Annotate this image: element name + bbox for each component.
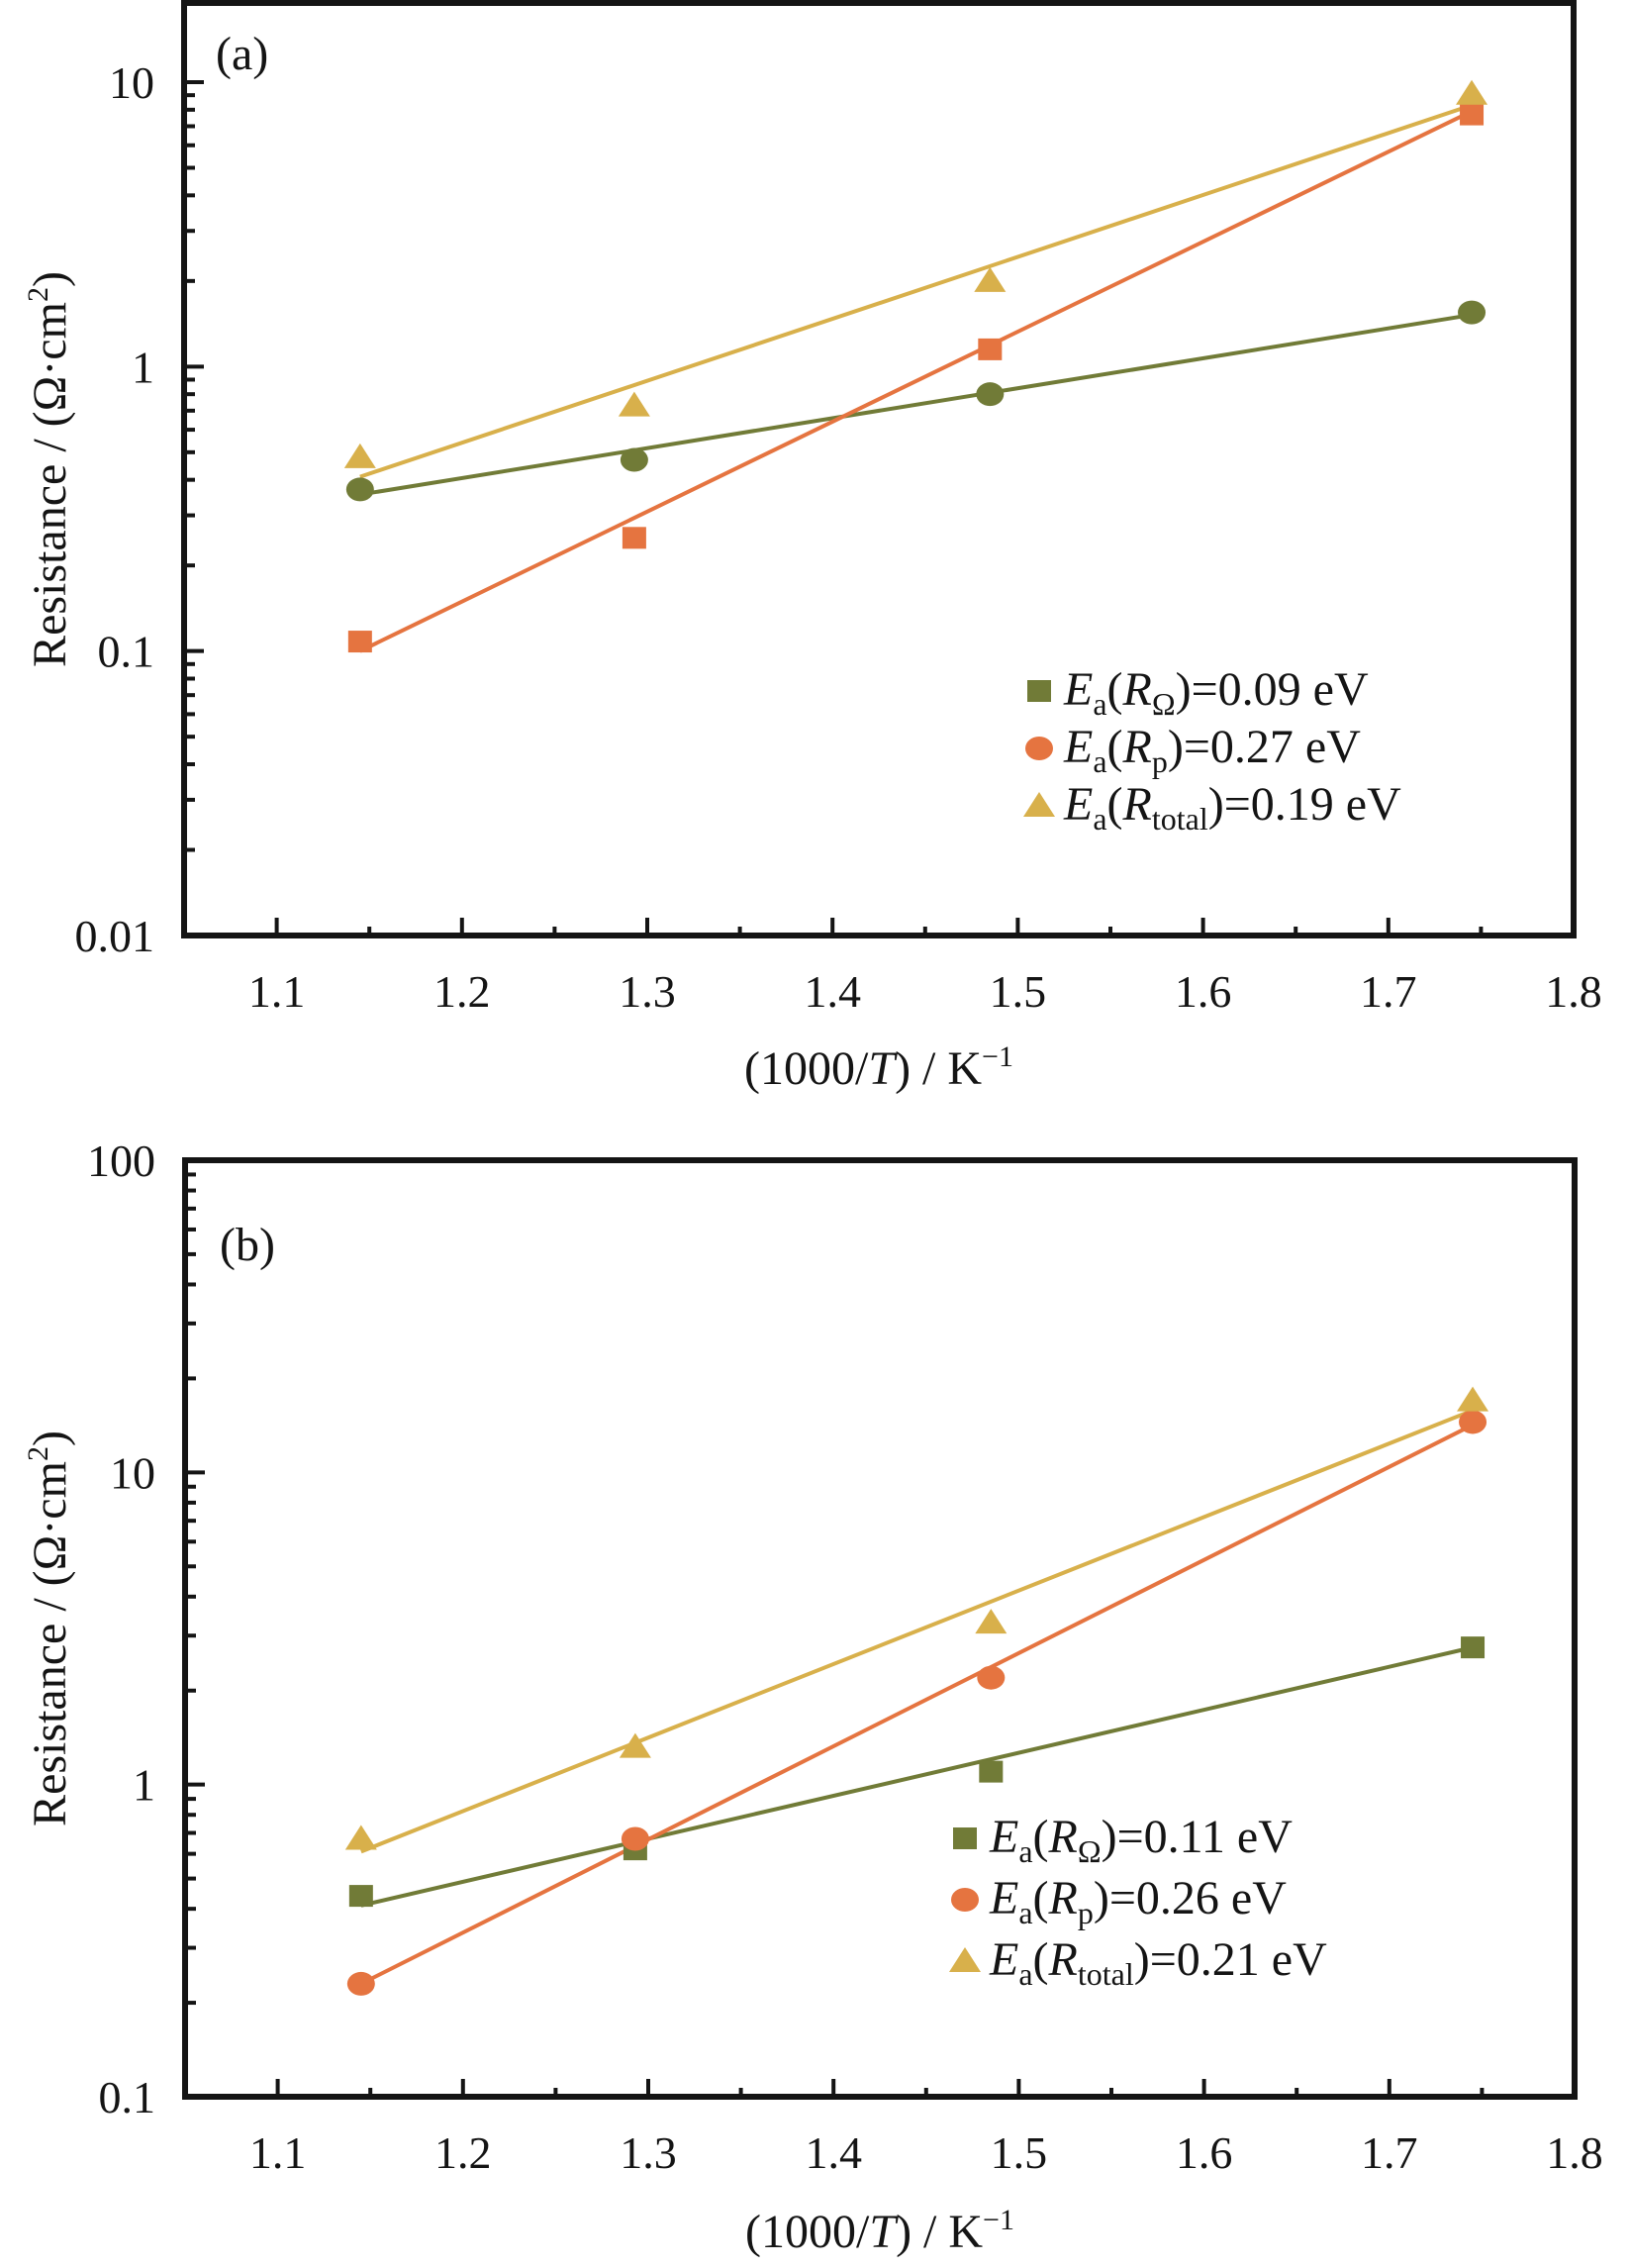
data-point-r-p [1459, 1410, 1487, 1434]
fit-line-r-ohm [360, 1645, 1474, 1908]
data-point-r-p [622, 527, 646, 549]
legend-label: Ea(Rp)=0.27 eV [1063, 721, 1361, 779]
y-tick-label: 0.01 [75, 911, 155, 961]
x-tick-label: 1.7 [1361, 2127, 1418, 2178]
panel-label: (a) [216, 28, 268, 80]
legend-label: Ea(Rtotal)=0.21 eV [989, 1933, 1327, 1992]
legend-marker-r-p [1025, 737, 1053, 760]
data-point-r-ohm [976, 382, 1005, 407]
x-tick-label: 1.5 [991, 2127, 1048, 2178]
fit-line-r-total [360, 1408, 1474, 1854]
x-tick-label: 1.5 [990, 966, 1047, 1017]
x-axis-title: (1000/T) / K−1 [744, 1040, 1013, 1095]
x-tick-label: 1.8 [1545, 966, 1602, 1017]
y-tick-label: 0.1 [99, 2072, 156, 2122]
legend-marker-r-ohm [1027, 680, 1051, 702]
fit-line-r-p [359, 1423, 1474, 1986]
legend-label: Ea(RΩ)=0.11 eV [989, 1811, 1293, 1869]
legend-label: Ea(Rp)=0.26 eV [989, 1872, 1287, 1930]
x-tick-label: 1.1 [248, 966, 306, 1017]
y-tick-label: 10 [109, 57, 154, 108]
fit-line-r-ohm [359, 313, 1473, 497]
data-point-r-ohm [1458, 300, 1487, 325]
plot-frame [182, 1157, 1578, 2100]
data-point-r-p [978, 338, 1003, 360]
data-point-r-p [1460, 103, 1485, 126]
x-tick-label: 1.2 [434, 2127, 492, 2178]
data-point-r-total [343, 443, 376, 468]
legend-marker-r-p [951, 1888, 979, 1912]
data-point-r-p [621, 1826, 649, 1851]
legend-marker-r-total [949, 1947, 981, 1972]
legend-label: Ea(RΩ)=0.09 eV [1063, 663, 1369, 722]
x-tick-label: 1.6 [1175, 966, 1232, 1017]
y-tick-label: 10 [110, 1447, 155, 1498]
data-point-r-total [974, 266, 1007, 292]
chart-panel-b: 1.1 1.2 1.3 1.4 1.5 1.6 1.7 1.8 0.1 1 10 100 (b) (100… [22, 1135, 1603, 2258]
legend-marker-r-ohm [953, 1827, 977, 1849]
data-point-r-ohm [979, 1760, 1004, 1783]
x-tick-label: 1.4 [804, 966, 861, 1017]
data-point-r-total [344, 1824, 377, 1850]
x-tick-label: 1.7 [1360, 966, 1417, 1017]
data-point-r-total [975, 1609, 1007, 1634]
plot-frame [181, 0, 1577, 938]
y-axis-title: Resistance / (Ω·cm2) [22, 1430, 76, 1826]
y-tick-label: 1 [132, 342, 154, 392]
data-point-r-ohm [1461, 1636, 1486, 1659]
x-tick-label: 1.8 [1546, 2127, 1603, 2178]
x-tick-label: 1.6 [1176, 2127, 1233, 2178]
legend-label: Ea(Rtotal)=0.19 eV [1063, 778, 1401, 837]
data-point-r-total [1457, 1386, 1489, 1412]
data-point-r-ohm [348, 1885, 373, 1908]
data-point-r-p [347, 631, 372, 653]
x-tick-label: 1.3 [619, 966, 676, 1017]
fit-line-r-total [359, 103, 1473, 479]
data-point-r-total [1456, 79, 1488, 105]
chart-panel-a: 1.1 1.2 1.3 1.4 1.5 1.6 1.7 1.8 0.01 0.1 1 10 (a) (10… [22, 0, 1602, 1095]
y-axis-title: Resistance / (Ω·cm2) [22, 271, 76, 667]
fit-line-r-p [358, 109, 1473, 653]
x-tick-label: 1.1 [249, 2127, 307, 2178]
data-point-r-total [619, 1732, 651, 1758]
data-point-r-p [346, 1971, 375, 1996]
x-tick-label: 1.4 [805, 2127, 862, 2178]
panel-label: (b) [220, 1219, 275, 1271]
legend-marker-r-total [1023, 792, 1055, 817]
y-tick-label: 0.1 [98, 627, 155, 677]
y-tick-label: 100 [87, 1135, 155, 1186]
x-tick-label: 1.3 [620, 2127, 677, 2178]
x-axis-title: (1000/T) / K−1 [745, 2204, 1014, 2258]
data-point-r-total [618, 391, 650, 417]
x-tick-label: 1.2 [433, 966, 491, 1017]
data-point-r-ohm [620, 447, 648, 472]
data-point-r-p [977, 1665, 1006, 1690]
data-point-r-ohm [345, 477, 374, 502]
y-tick-label: 1 [133, 1760, 155, 1811]
